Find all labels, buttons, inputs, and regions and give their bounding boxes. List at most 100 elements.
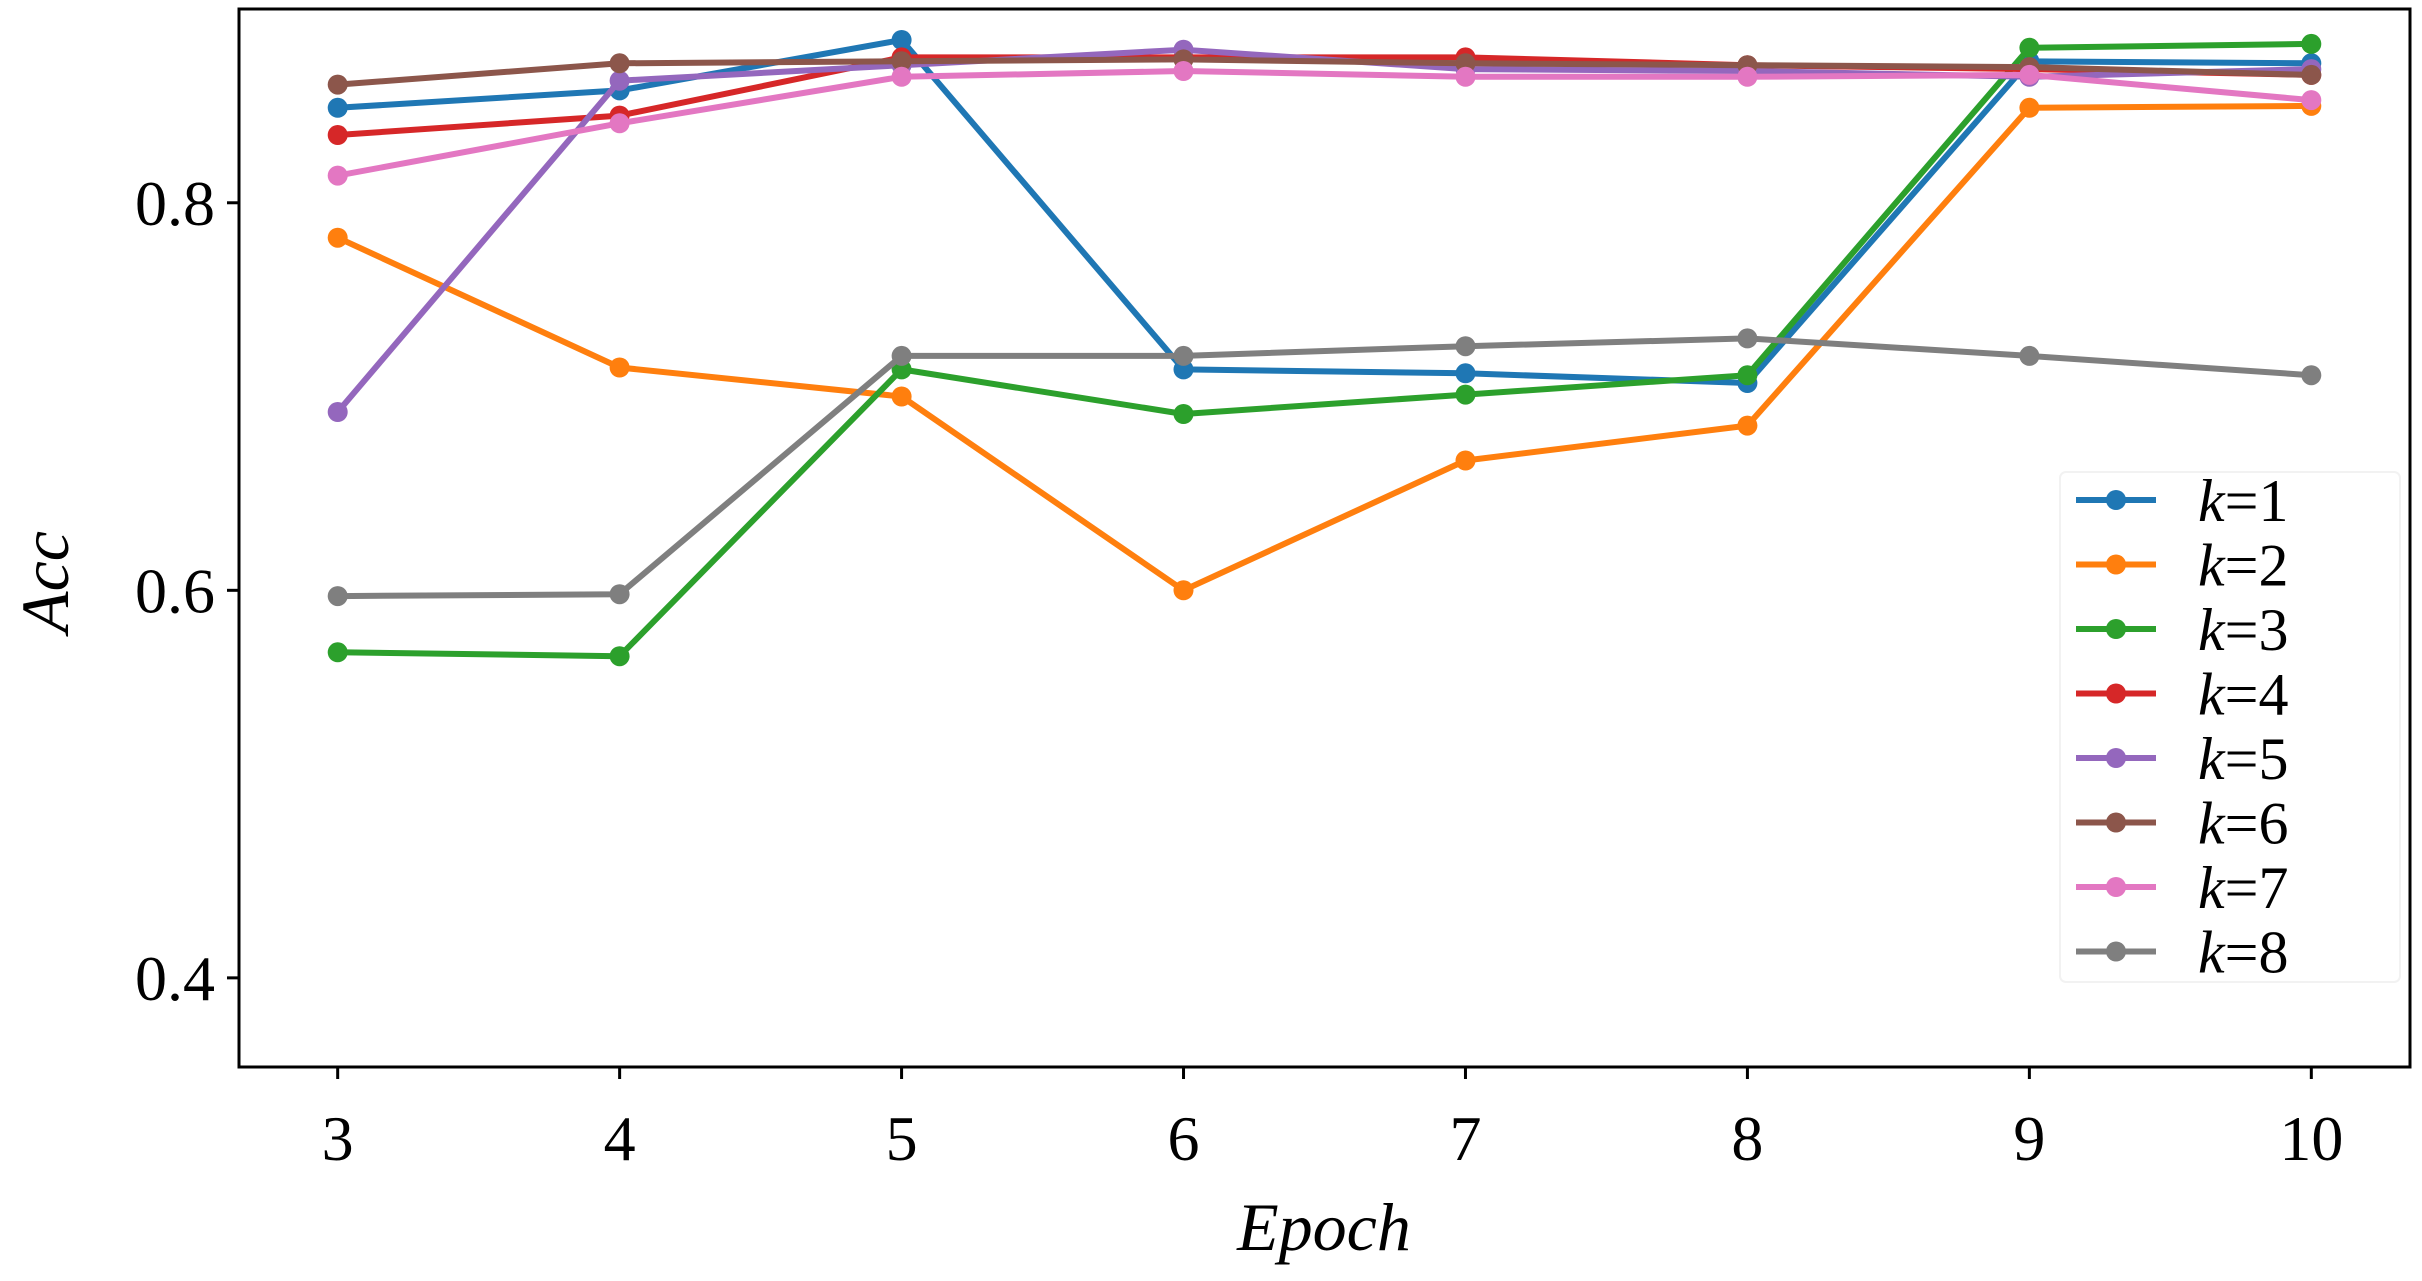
legend-marker-swatch <box>2106 683 2126 704</box>
series-7 <box>327 61 2322 186</box>
data-point-5-3 <box>327 402 348 422</box>
legend-k-value: =8 <box>2225 920 2289 986</box>
series-line-1 <box>337 37 2312 386</box>
legend-item-6: k=6 <box>2076 791 2288 857</box>
legend-marker-swatch <box>2106 941 2126 962</box>
legend-k-value: =5 <box>2225 726 2289 792</box>
x-axis-label: Epoch <box>1236 1189 1411 1265</box>
legend-label: k=3 <box>2198 597 2288 663</box>
legend-item-7: k=7 <box>2076 855 2288 921</box>
series-layer <box>327 30 2322 667</box>
data-point-6-4 <box>609 53 630 74</box>
data-point-3-4 <box>609 646 630 667</box>
legend-marker-swatch <box>2106 554 2126 575</box>
data-point-1-7 <box>1455 363 1476 384</box>
legend-label: k=4 <box>2198 662 2288 728</box>
data-point-3-8 <box>1737 365 1758 386</box>
legend-marker-swatch <box>2106 490 2126 510</box>
data-point-2-5 <box>891 386 912 407</box>
legend-k-value: =6 <box>2225 791 2289 857</box>
data-point-8-10 <box>2301 365 2322 386</box>
data-point-1-5 <box>891 30 912 50</box>
legend-frame <box>2059 471 2401 983</box>
legend-k-symbol: k <box>2198 533 2226 599</box>
legend-label: k=8 <box>2198 920 2288 986</box>
data-point-8-7 <box>1455 336 1476 357</box>
y-tick-label: 0.6 <box>135 555 215 626</box>
data-point-7-10 <box>2301 90 2322 111</box>
legend-item-2: k=2 <box>2076 533 2288 599</box>
data-point-2-4 <box>609 357 630 378</box>
data-point-7-4 <box>609 113 630 134</box>
plot-frame <box>237 7 2412 1069</box>
series-line-2 <box>336 102 2312 594</box>
legend-k-symbol: k <box>2198 468 2226 534</box>
data-point-7-3 <box>327 165 348 186</box>
data-point-1-3 <box>327 97 348 118</box>
legend-k-value: =4 <box>2225 662 2289 728</box>
data-point-8-5 <box>891 345 912 366</box>
data-point-2-6 <box>1173 580 1194 601</box>
data-point-7-9 <box>2019 64 2040 85</box>
legend-k-symbol: k <box>2198 597 2226 663</box>
legend-k-value: =3 <box>2225 597 2289 663</box>
data-point-8-9 <box>2019 345 2040 366</box>
legend-item-1: k=1 <box>2076 468 2288 534</box>
x-tick-label: 3 <box>322 1103 354 1174</box>
x-axis-ticks: 3 4 5 6 7 8 9 10 <box>322 1067 2343 1174</box>
legend-k-value: =2 <box>2225 533 2289 599</box>
x-tick-label: 10 <box>2279 1103 2343 1174</box>
data-point-8-3 <box>327 586 348 607</box>
data-point-2-3 <box>327 227 348 248</box>
data-point-6-10 <box>2301 64 2322 85</box>
legend-marker-swatch <box>2106 877 2126 897</box>
legend-item-5: k=5 <box>2076 726 2288 792</box>
data-point-2-8 <box>1737 415 1758 436</box>
legend-k-value: =7 <box>2225 855 2289 921</box>
legend-k-symbol: k <box>2198 726 2226 792</box>
data-point-2-9 <box>2019 97 2040 118</box>
data-point-3-9 <box>2019 37 2040 58</box>
legend-item-3: k=3 <box>2076 597 2288 663</box>
x-tick-label: 6 <box>1168 1103 1200 1174</box>
legend-marker-swatch <box>2106 619 2126 639</box>
data-point-7-7 <box>1455 66 1476 87</box>
data-point-8-6 <box>1173 345 1194 366</box>
data-point-2-7 <box>1455 450 1476 471</box>
data-point-8-4 <box>609 584 630 605</box>
legend-k-symbol: k <box>2198 791 2226 857</box>
legend-item-8: k=8 <box>2076 920 2288 986</box>
data-point-6-5 <box>891 51 912 72</box>
x-tick-label: 8 <box>1731 1103 1763 1174</box>
data-point-3-7 <box>1455 384 1476 405</box>
y-axis-ticks: 0.4 0.6 0.8 <box>135 168 239 1014</box>
series-2 <box>327 95 2322 601</box>
legend-marker-swatch <box>2106 812 2126 833</box>
legend-k-symbol: k <box>2198 920 2226 986</box>
series-line-6 <box>337 56 2312 88</box>
x-tick-label: 7 <box>1449 1103 1481 1174</box>
legend-label: k=5 <box>2198 726 2288 792</box>
data-point-7-5 <box>891 66 912 87</box>
legend-k-symbol: k <box>2198 662 2226 728</box>
series-8 <box>327 328 2322 607</box>
data-point-8-8 <box>1737 328 1758 349</box>
data-point-7-6 <box>1173 61 1194 81</box>
legend-marker-swatch <box>2106 748 2126 768</box>
legend: k=1k=2k=3k=4k=5k=6k=7k=8 <box>2059 468 2401 986</box>
data-point-7-8 <box>1737 66 1758 87</box>
legend-label: k=2 <box>2198 533 2288 599</box>
legend-label: k=7 <box>2198 855 2288 921</box>
data-point-3-3 <box>327 642 348 663</box>
data-point-6-3 <box>327 74 348 95</box>
series-line-7 <box>337 68 2312 179</box>
data-point-3-6 <box>1173 404 1194 424</box>
legend-label: k=6 <box>2198 791 2288 857</box>
legend-k-value: =1 <box>2225 468 2289 534</box>
x-tick-label: 5 <box>886 1103 918 1174</box>
series-line-8 <box>337 335 2312 600</box>
data-point-3-10 <box>2301 33 2322 54</box>
series-line-3 <box>337 40 2312 660</box>
